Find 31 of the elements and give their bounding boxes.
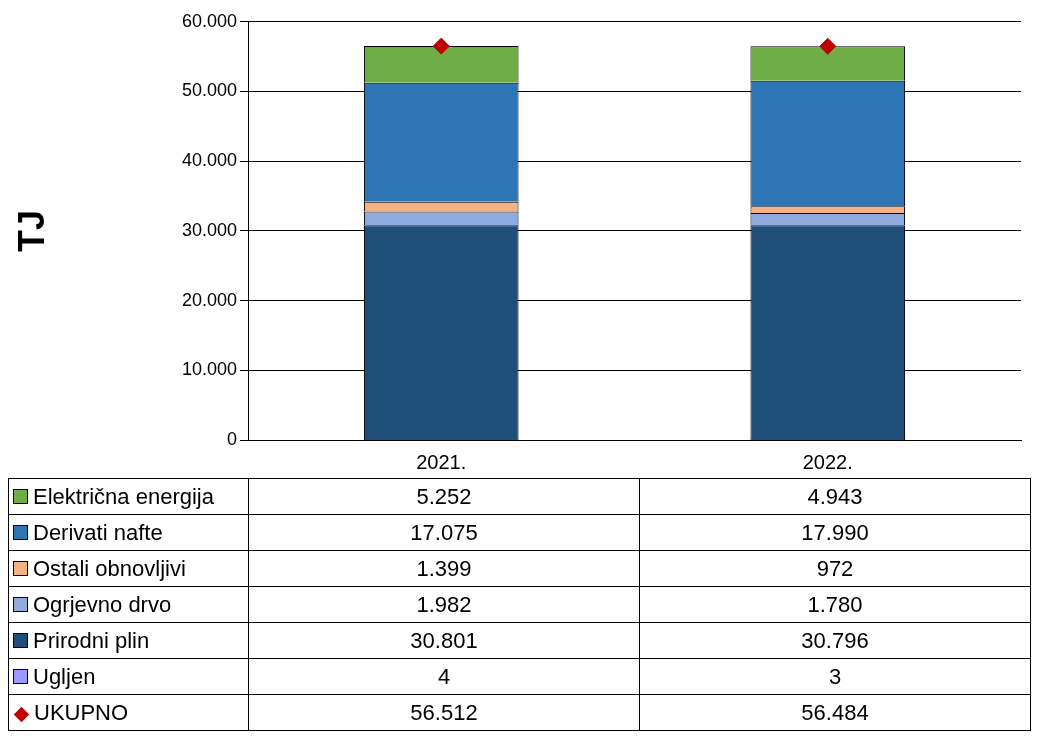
- data-label: 1.780: [639, 586, 1031, 623]
- data-label: 1.399: [248, 550, 640, 587]
- data-label: 1.982: [248, 586, 640, 623]
- y-tick-label: 60.000: [181, 10, 237, 31]
- legend-label: Prirodni plin: [33, 627, 150, 653]
- y-tick-label: 10.000: [181, 359, 237, 380]
- data-label: 17.075: [248, 514, 640, 551]
- legend-label: Električna energija: [33, 483, 214, 509]
- data-label: 4: [248, 658, 640, 695]
- legend-label: Ugljen: [33, 663, 96, 689]
- data-label: 30.796: [639, 622, 1031, 659]
- y-tick-label: 40.000: [181, 150, 237, 171]
- y-tick-label: 50.000: [181, 80, 237, 101]
- data-label: 56.484: [639, 694, 1031, 731]
- data-label: 3: [639, 658, 1031, 695]
- legend-label: Ostali obnovljivi: [33, 555, 186, 581]
- legend-label: Derivati nafte: [33, 519, 163, 545]
- y-tick-label: 20.000: [181, 289, 237, 310]
- legend-label: UKUPNO: [34, 699, 129, 725]
- data-label: 4.943: [639, 478, 1031, 515]
- data-label: 30.801: [248, 622, 640, 659]
- x-tick-label: 2022.: [802, 450, 853, 473]
- legend-label: Ogrjevno drvo: [33, 591, 172, 617]
- x-tick-label: 2021.: [416, 450, 467, 473]
- y-axis-title: TJ: [10, 209, 52, 252]
- data-label: 5.252: [248, 478, 640, 515]
- y-tick-label: 30.000: [181, 219, 237, 240]
- data-label: 56.512: [248, 694, 640, 731]
- data-label: 972: [639, 550, 1031, 587]
- y-tick-label: 0: [226, 428, 237, 449]
- data-label: 17.990: [639, 514, 1031, 551]
